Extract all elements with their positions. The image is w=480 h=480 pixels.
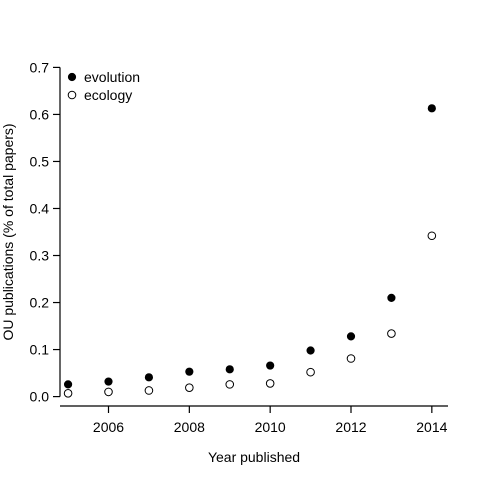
data-points <box>63 104 437 398</box>
legend-label-ecology: ecology <box>84 87 132 103</box>
y-tick-label: 0.4 <box>30 200 50 216</box>
x-ticks: 2006 2008 2010 2012 2014 <box>93 406 448 435</box>
point-evolution-2009 <box>225 365 234 374</box>
x-tick-label: 2014 <box>416 419 447 435</box>
point-ecology-2012 <box>346 354 356 363</box>
x-axis-title: Year published <box>208 449 300 465</box>
legend-label-evolution: evolution <box>84 69 140 85</box>
y-axis-title: OU publications (% of total papers) <box>0 123 16 340</box>
point-evolution-2012 <box>346 332 356 341</box>
legend-marker-ecology <box>67 90 77 100</box>
y-tick-label: 0.5 <box>30 153 50 169</box>
y-tick-label: 0.2 <box>30 295 50 311</box>
y-tick-label: 0.6 <box>30 106 50 122</box>
point-evolution-2013 <box>387 293 396 302</box>
point-evolution-2011 <box>306 346 315 355</box>
point-evolution-2008 <box>185 367 194 376</box>
point-ecology-2009 <box>225 380 235 389</box>
axes <box>59 67 448 407</box>
x-tick-label: 2010 <box>255 419 286 435</box>
point-ecology-2010 <box>265 379 275 388</box>
point-ecology-2011 <box>306 367 315 377</box>
point-ecology-2007 <box>144 386 154 395</box>
point-ecology-2006 <box>104 387 113 397</box>
x-tick-label: 2012 <box>335 419 366 435</box>
y-tick-label: 0.7 <box>30 59 50 75</box>
x-tick-label: 2008 <box>174 419 205 435</box>
point-ecology-2014 <box>427 231 437 241</box>
point-ecology-2005 <box>63 389 73 398</box>
point-evolution-2006 <box>104 377 113 386</box>
point-ecology-2013 <box>387 329 396 338</box>
point-evolution-2005 <box>63 380 73 389</box>
legend-marker-evolution <box>67 72 77 82</box>
point-evolution-2007 <box>144 373 154 382</box>
y-ticks: 0.0 0.1 0.2 0.3 0.4 0.5 0.6 0.7 <box>30 59 60 405</box>
point-evolution-2014 <box>427 104 436 113</box>
legend: evolution ecology <box>67 69 140 103</box>
x-tick-label: 2006 <box>93 419 124 435</box>
y-tick-label: 0.0 <box>30 389 50 405</box>
point-evolution-2010 <box>266 361 275 370</box>
point-ecology-2008 <box>185 383 194 392</box>
y-tick-label: 0.1 <box>30 342 50 358</box>
y-tick-label: 0.3 <box>30 248 50 264</box>
